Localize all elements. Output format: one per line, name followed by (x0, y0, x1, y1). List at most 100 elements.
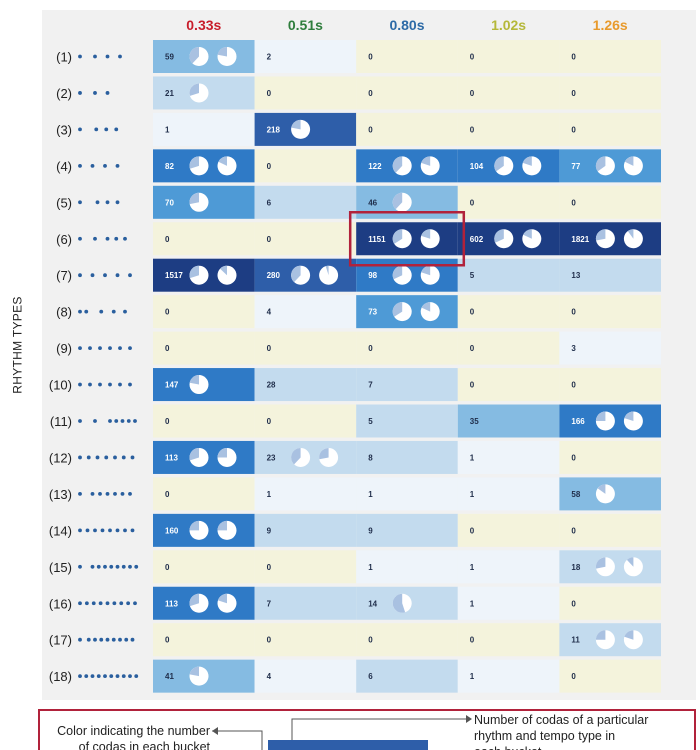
cell-value: 46 (368, 198, 377, 207)
heatmap-cell (559, 40, 661, 73)
cell-value: 6 (267, 198, 272, 207)
pie-slice (595, 630, 606, 640)
rhythm-dot (93, 637, 97, 642)
row-label-12: (12) (49, 450, 72, 465)
rhythm-dot (130, 455, 135, 460)
pie-slice (189, 520, 199, 531)
rhythm-dot (121, 564, 126, 569)
cell-value: 1 (368, 490, 373, 499)
cell-value: 1 (470, 453, 475, 462)
cell-value: 77 (571, 162, 580, 171)
pie-glyph (522, 229, 542, 249)
rhythm-dot (115, 200, 120, 205)
row-label-15: (15) (49, 560, 72, 575)
cell-value: 218 (267, 125, 281, 134)
heatmap-cell (457, 331, 560, 365)
rhythm-dot (118, 382, 122, 387)
heatmap-cell (559, 368, 661, 402)
rhythm-dot (123, 528, 127, 533)
rhythm-dot (105, 91, 110, 95)
heatmap-cell (457, 550, 560, 584)
cell-value: 73 (368, 308, 377, 317)
pie-glyph (189, 47, 209, 66)
pie-slice (626, 557, 634, 567)
cell-value: 1 (470, 672, 475, 681)
pie-glyph (189, 593, 209, 613)
cell-value: 166 (571, 417, 585, 426)
rhythm-dot (134, 674, 139, 679)
cell-value: 7 (267, 599, 272, 608)
rhythm-dot (95, 200, 100, 205)
pie-glyph (189, 265, 209, 285)
rhythm-dot (111, 309, 116, 314)
pie-glyph (217, 447, 237, 467)
heatmap-cell (153, 623, 255, 657)
cell-value: 0 (165, 235, 170, 244)
row-label-7: (7) (56, 268, 72, 283)
pie-slice (522, 156, 532, 166)
pie-glyph (189, 83, 209, 103)
pie-slice (189, 593, 199, 607)
cell-value: 0 (571, 599, 576, 608)
heatmap-cell (457, 659, 560, 693)
cell-value: 0 (368, 89, 373, 98)
pie-glyph (595, 484, 615, 504)
rhythm-dot (86, 637, 91, 642)
heatmap-cell (254, 623, 357, 657)
rhythm-dot (126, 601, 131, 606)
rhythm-dot (105, 492, 110, 496)
pie-slice (392, 593, 406, 613)
cell-value: 6 (368, 672, 373, 681)
rhythm-dot (78, 674, 82, 679)
rhythm-dot (109, 674, 114, 679)
cell-value: 0 (165, 308, 170, 317)
heatmap-cell (559, 185, 661, 219)
heatmap-cell (457, 295, 560, 329)
rhythm-dot (113, 455, 117, 460)
cell-value: 104 (470, 162, 484, 171)
rhythm-dot (78, 163, 82, 168)
cell-value: 4 (267, 308, 272, 317)
rhythm-dot (113, 492, 117, 496)
cell-value: 0 (571, 308, 576, 317)
cell-value: 160 (165, 526, 179, 535)
heatmap-cell (254, 368, 357, 402)
legend-connector-right (291, 718, 466, 750)
rhythm-dot (134, 564, 139, 569)
heatmap-cell (457, 623, 560, 657)
heatmap-cell (356, 550, 458, 584)
pie-slice (189, 156, 199, 169)
legend-left-text: of codas in each bucket (79, 740, 211, 750)
rhythm-dot (78, 601, 82, 606)
cell-value: 0 (470, 636, 475, 645)
rhythm-dot (78, 309, 82, 314)
rhythm-dot (78, 382, 82, 387)
cell-value: 28 (267, 381, 276, 390)
rhythm-dot (98, 346, 102, 350)
pie-slice (217, 520, 227, 531)
pie-slice (494, 156, 504, 172)
rhythm-dot (103, 273, 107, 278)
pie-glyph (189, 666, 209, 686)
rhythm-dot (90, 674, 95, 679)
rhythm-dot (105, 236, 110, 241)
cell-value: 8 (368, 453, 373, 462)
rhythm-dot (128, 492, 132, 496)
cell-value: 0 (267, 235, 272, 244)
cell-value: 0 (267, 344, 272, 353)
rhythm-dot (90, 163, 95, 168)
cell-value: 7 (368, 381, 373, 390)
pie-slice (291, 265, 301, 283)
cell-value: 1 (165, 125, 170, 134)
pie-slice (595, 411, 606, 421)
cell-value: 0 (165, 490, 170, 499)
cell-value: 0 (470, 89, 475, 98)
rhythm-dot (126, 419, 131, 423)
rhythm-dot (91, 601, 96, 606)
heatmap-cell (356, 76, 458, 110)
cell-value: 122 (368, 162, 382, 171)
pie-slice (189, 192, 199, 205)
rhythm-dot (78, 455, 82, 460)
